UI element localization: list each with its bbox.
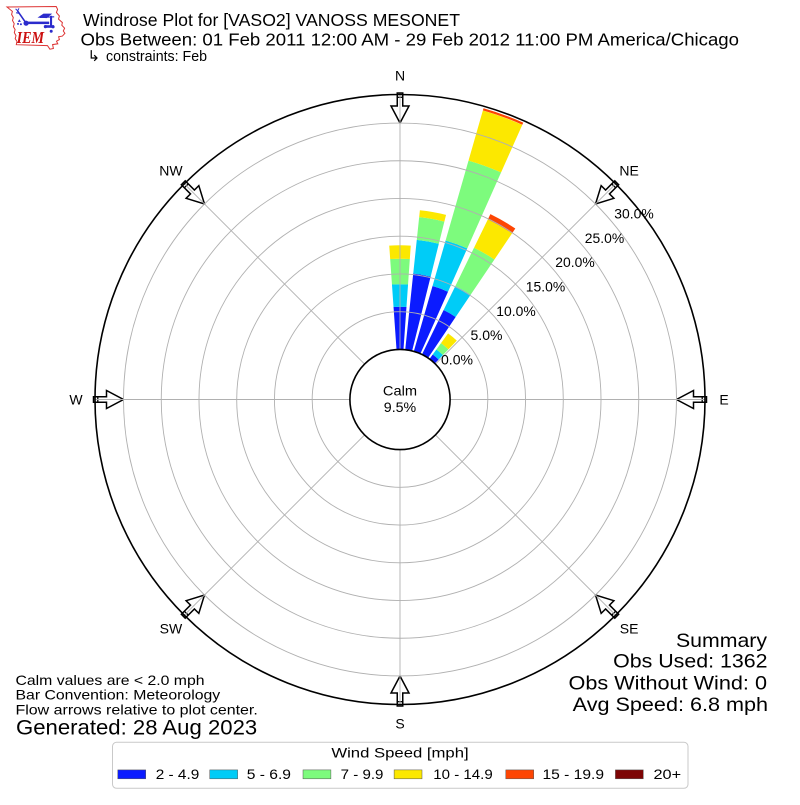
svg-text:5.0%: 5.0% [471,327,503,343]
svg-text:E: E [719,392,728,408]
svg-text:30.0%: 30.0% [614,206,653,222]
svg-text:10.0%: 10.0% [496,303,535,319]
svg-text:5 - 6.9: 5 - 6.9 [247,766,292,782]
svg-text:W: W [69,392,83,408]
svg-text:Bar Convention: Meteorology: Bar Convention: Meteorology [16,687,221,703]
svg-text:15.0%: 15.0% [526,278,565,294]
svg-text:25.0%: 25.0% [585,230,624,246]
svg-text:2 - 4.9: 2 - 4.9 [156,766,200,782]
svg-text:N: N [395,68,405,84]
svg-text:9.5%: 9.5% [384,399,416,415]
svg-text:Generated: 28 Aug 2023: Generated: 28 Aug 2023 [16,717,257,740]
svg-text:IEM: IEM [16,28,45,47]
svg-text:20+: 20+ [654,766,682,782]
svg-text:↳: ↳ [88,48,101,65]
svg-text:SW: SW [160,621,183,637]
svg-text:Avg Speed: 6.8 mph: Avg Speed: 6.8 mph [573,695,768,716]
svg-text:15 - 19.9: 15 - 19.9 [543,766,605,782]
svg-text:0.0%: 0.0% [441,351,473,367]
svg-text:constraints: Feb: constraints: Feb [106,49,207,65]
svg-text:SE: SE [620,621,639,637]
svg-text:Calm values are < 2.0 mph: Calm values are < 2.0 mph [16,672,205,688]
svg-text:Obs Without Wind: 0: Obs Without Wind: 0 [569,674,768,695]
svg-text:10 - 14.9: 10 - 14.9 [433,766,493,782]
svg-text:Wind Speed [mph]: Wind Speed [mph] [331,745,468,761]
svg-text:NW: NW [159,162,183,178]
svg-text:Obs Used: 1362: Obs Used: 1362 [613,652,767,673]
svg-text:Obs Between: 01 Feb 2011 12:00: Obs Between: 01 Feb 2011 12:00 AM - 29 F… [81,29,740,49]
svg-text:Calm: Calm [383,383,417,399]
svg-text:Windrose Plot for [VASO2] VANO: Windrose Plot for [VASO2] VANOSS MESONET [83,10,460,30]
svg-text:S: S [395,716,404,732]
svg-text:NE: NE [619,162,638,178]
svg-text:7 - 9.9: 7 - 9.9 [341,766,384,782]
svg-text:Flow arrows relative to plot c: Flow arrows relative to plot center. [16,702,258,718]
svg-text:Summary: Summary [676,631,767,652]
svg-text:20.0%: 20.0% [555,254,594,270]
